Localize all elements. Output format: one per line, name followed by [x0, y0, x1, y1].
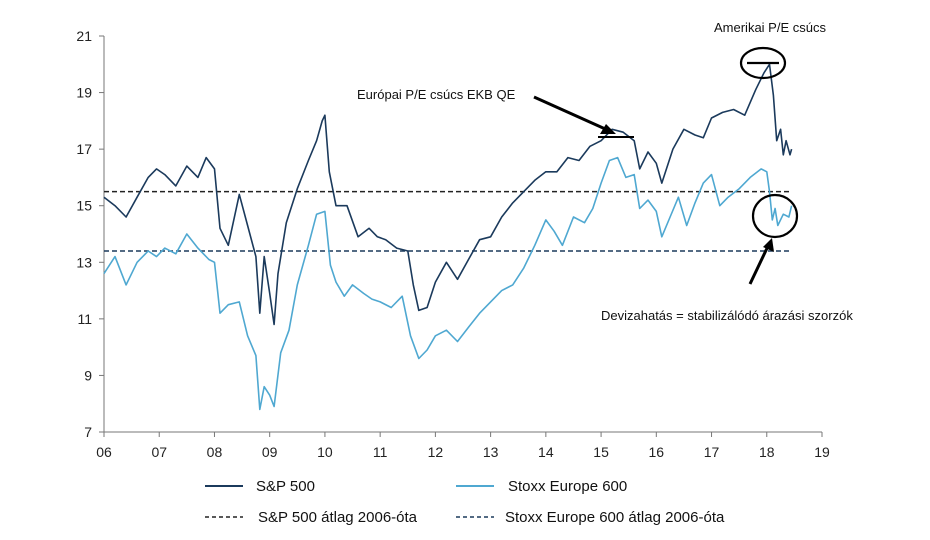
average-reference-lines: [104, 190, 792, 252]
y-tick-label: 15: [76, 198, 92, 214]
x-tick-label: 18: [759, 444, 775, 460]
eu-peak-arrowhead: [600, 124, 616, 134]
fx-effect-arrow: [748, 243, 771, 285]
x-tick-label: 13: [483, 444, 499, 460]
annotation-fx-effect: Devizahatás = stabilizálódó árazási szor…: [601, 308, 853, 323]
y-tick-label: 7: [84, 424, 92, 440]
annotation-eu-peak: Európai P/E csúcs EKB QE: [357, 87, 516, 102]
x-tick-label: 11: [373, 444, 388, 460]
legend-label-sp500: S&P 500: [256, 478, 315, 495]
series-line-1: [103, 156, 793, 411]
legend-label-stoxx600-avg: Stoxx Europe 600 átlag 2006-óta: [505, 509, 725, 526]
x-tick-label: 17: [704, 444, 720, 460]
y-tick-label: 19: [76, 85, 92, 101]
legend-label-stoxx600: Stoxx Europe 600: [508, 478, 627, 495]
fx-effect-arrowhead: [763, 238, 774, 252]
legend-label-sp500-avg: S&P 500 átlag 2006-óta: [258, 509, 418, 526]
x-tick-label: 07: [151, 444, 167, 460]
series-line-0: [103, 63, 793, 326]
x-tick-label: 10: [317, 444, 333, 460]
chart-annotations: Amerikai P/E csúcs Európai P/E csúcs EKB…: [357, 20, 853, 323]
annotation-us-peak: Amerikai P/E csúcs: [714, 20, 826, 35]
y-tick-label: 17: [76, 141, 92, 157]
us-peak-circle: [739, 46, 787, 80]
x-tick-label: 16: [649, 444, 665, 460]
x-tick-label: 12: [428, 444, 444, 460]
y-tick-label: 9: [84, 367, 92, 383]
y-tick-label: 21: [76, 28, 92, 44]
x-tick-label: 06: [96, 444, 112, 460]
eu-peak-arrow: [533, 95, 613, 134]
x-tick-label: 15: [593, 444, 609, 460]
series-lines: [103, 63, 793, 411]
x-tick-label: 08: [207, 444, 223, 460]
y-tick-label: 11: [77, 311, 92, 327]
x-tick-label: 14: [538, 444, 554, 460]
x-tick-label: 19: [814, 444, 830, 460]
fx-effect-circle: [751, 193, 799, 239]
chart-axes: 7 9 11 13 15 17 19 21 06 07 08 09 10 11 12 13 14 15 16 17 18…: [76, 28, 830, 460]
y-tick-label: 13: [76, 254, 92, 270]
x-tick-label: 09: [262, 444, 278, 460]
chart-legend: S&P 500 Stoxx Europe 600 S&P 500 átlag 2…: [205, 478, 725, 526]
